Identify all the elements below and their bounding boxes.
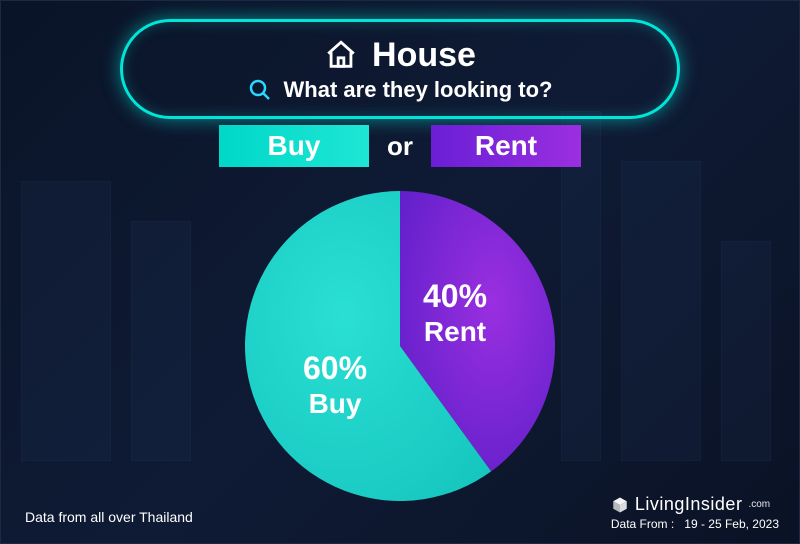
- buy-tag: Buy: [219, 125, 369, 167]
- date-value: 19 - 25 Feb, 2023: [684, 517, 779, 531]
- brand-name: LivingInsider: [635, 494, 743, 515]
- footer-left-text: Data from all over Thailand: [25, 509, 193, 525]
- pie-label-rent: 40% Rent: [423, 277, 487, 349]
- date-label: Data From :: [611, 517, 674, 531]
- rent-label: Rent: [475, 130, 537, 162]
- option-row: Buy or Rent: [219, 125, 581, 167]
- header-row-subtitle: What are they looking to?: [248, 77, 553, 103]
- buy-percent: 60%: [303, 349, 367, 387]
- brand-row: LivingInsider .com: [611, 494, 779, 515]
- bg-building: [621, 161, 701, 461]
- pie-label-buy: 60% Buy: [303, 349, 367, 421]
- rent-tag: Rent: [431, 125, 581, 167]
- rent-percent: 40%: [423, 277, 487, 315]
- header-capsule: House What are they looking to?: [120, 19, 680, 119]
- header-row-title: House: [324, 36, 476, 75]
- footer-date: Data From : 19 - 25 Feb, 2023: [611, 517, 779, 531]
- page-title: House: [372, 36, 476, 75]
- bg-building: [131, 221, 191, 461]
- house-icon: [324, 38, 358, 72]
- pie-chart: 40% Rent 60% Buy: [245, 191, 555, 501]
- bg-building: [721, 241, 771, 461]
- page-subtitle: What are they looking to?: [284, 77, 553, 103]
- rent-name: Rent: [423, 315, 487, 349]
- search-icon: [248, 78, 272, 102]
- pie-svg: [245, 191, 555, 501]
- brand-suffix: .com: [748, 499, 770, 510]
- footer-right: LivingInsider .com Data From : 19 - 25 F…: [611, 494, 779, 531]
- brand-cube-icon: [611, 496, 629, 514]
- bg-building: [21, 181, 111, 461]
- infographic-canvas: House What are they looking to? Buy or R…: [0, 0, 800, 544]
- buy-name: Buy: [303, 387, 367, 421]
- buy-label: Buy: [268, 130, 321, 162]
- or-label: or: [387, 131, 413, 162]
